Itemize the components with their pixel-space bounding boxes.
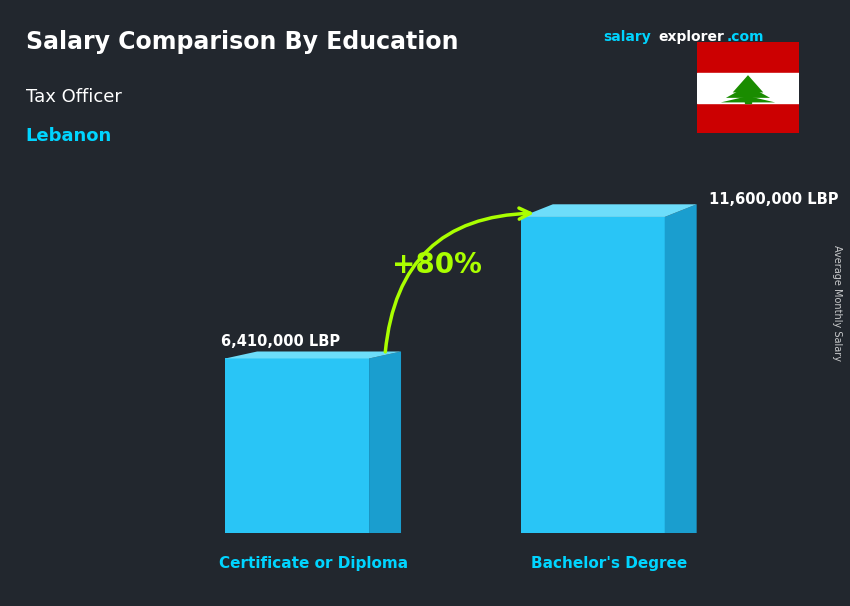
- Polygon shape: [369, 351, 401, 533]
- Text: Bachelor's Degree: Bachelor's Degree: [530, 556, 687, 571]
- Text: 11,600,000 LBP: 11,600,000 LBP: [709, 192, 838, 207]
- Polygon shape: [665, 204, 697, 533]
- Text: salary: salary: [604, 30, 651, 44]
- Bar: [745, 96, 751, 103]
- Text: Average Monthly Salary: Average Monthly Salary: [832, 245, 842, 361]
- Text: 6,410,000 LBP: 6,410,000 LBP: [221, 334, 340, 349]
- Polygon shape: [225, 359, 369, 533]
- Polygon shape: [733, 75, 763, 92]
- Polygon shape: [225, 351, 401, 359]
- Text: Tax Officer: Tax Officer: [26, 88, 122, 106]
- Text: +80%: +80%: [392, 251, 482, 279]
- Text: .com: .com: [727, 30, 764, 44]
- Polygon shape: [726, 85, 770, 98]
- Polygon shape: [721, 96, 775, 102]
- Text: Salary Comparison By Education: Salary Comparison By Education: [26, 30, 458, 55]
- Bar: [697, 73, 799, 103]
- Bar: [697, 42, 799, 73]
- Bar: [697, 103, 799, 133]
- Text: Certificate or Diploma: Certificate or Diploma: [218, 556, 408, 571]
- Polygon shape: [521, 217, 665, 533]
- Text: explorer: explorer: [659, 30, 724, 44]
- Text: Lebanon: Lebanon: [26, 127, 111, 145]
- Polygon shape: [521, 204, 697, 217]
